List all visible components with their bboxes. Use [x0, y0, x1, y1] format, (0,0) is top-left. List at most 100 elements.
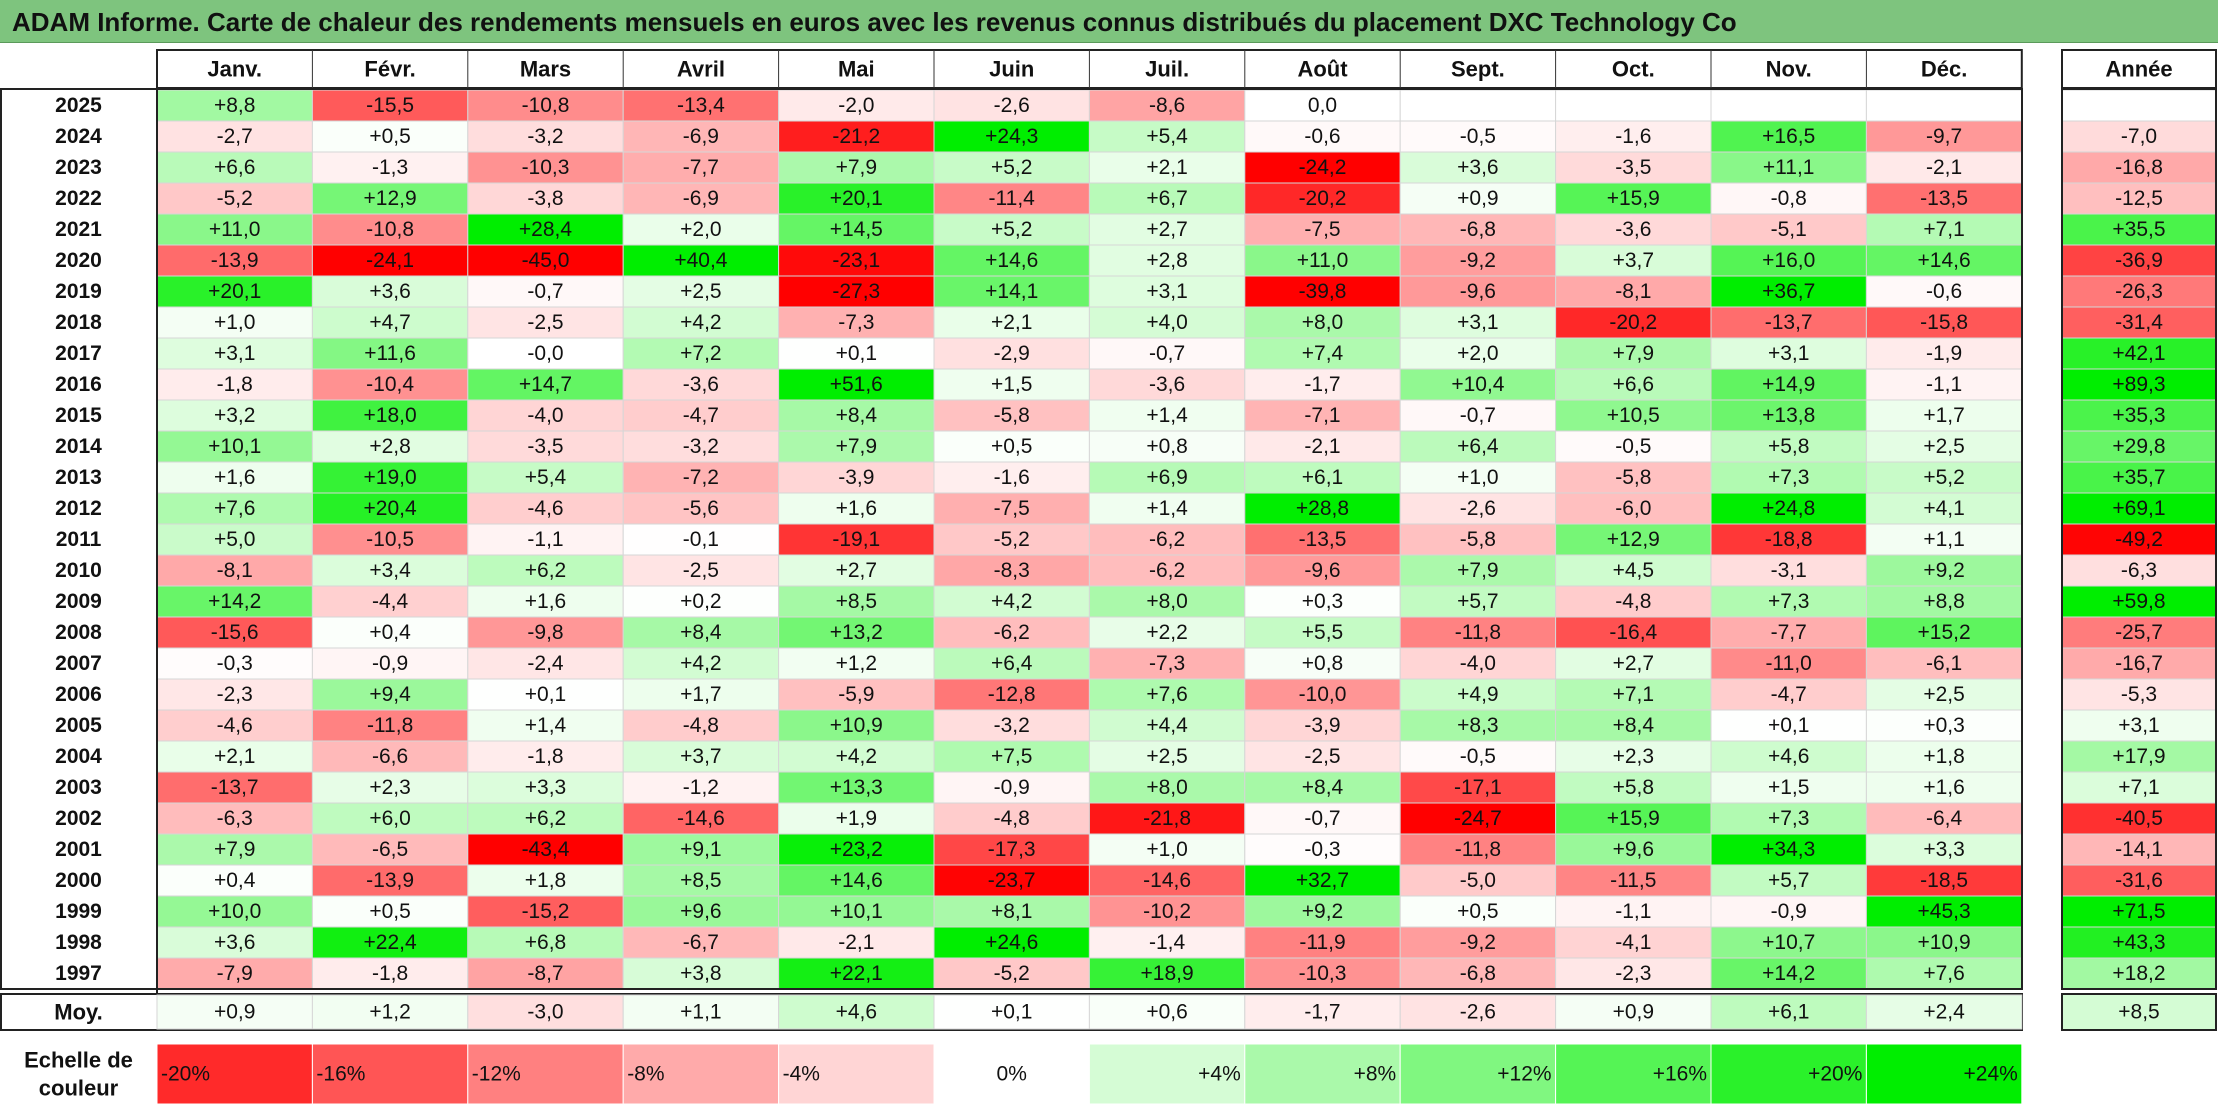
heatmap-cell-label: -5,6	[683, 497, 719, 520]
heatmap-cell-label: -2,6	[994, 94, 1030, 117]
heatmap-cell-label: -5,2	[994, 528, 1030, 551]
heatmap-cell	[622, 833, 780, 866]
heatmap-cell-label: +0,9	[1457, 187, 1498, 210]
color-scale-swatch	[311, 1043, 469, 1105]
heatmap-cell-label: +5,2	[1923, 466, 1964, 489]
color-scale-swatch	[1555, 1043, 1712, 1105]
heatmap-cell-label: -7,2	[683, 466, 719, 489]
heatmap-cell-label: -12,8	[988, 683, 1036, 706]
heatmap-cell	[933, 337, 1090, 370]
heatmap-cell-label: +1,9	[836, 807, 877, 830]
heatmap-cell	[467, 771, 624, 804]
heatmap-cell-label: +8,4	[680, 621, 722, 644]
row-year-label: 2007	[55, 652, 102, 675]
column-header-7: Juil.	[1145, 57, 1189, 82]
chart-title: ADAM Informe. Carte de chaleur des rende…	[12, 7, 1737, 37]
color-scale-stop-label: -12%	[472, 1063, 521, 1086]
heatmap-cell-label: +7,6	[1146, 683, 1187, 706]
heatmap-cell-label: +1,7	[680, 683, 721, 706]
heatmap-cell-label: -1,9	[1926, 342, 1962, 365]
annual-column-header: Année	[2105, 57, 2172, 82]
heatmap-cell	[1244, 957, 1401, 990]
heatmap-cell	[1088, 399, 1246, 432]
heatmap-cell-label: -9,8	[527, 621, 563, 644]
annual-header-box	[2061, 49, 2217, 89]
average-cell	[1865, 994, 2023, 1030]
heatmap-cell	[467, 492, 624, 525]
heatmap-cell	[1865, 740, 2023, 773]
heatmap-cell-label: +1,6	[214, 466, 255, 489]
average-cell-label: +2,4	[1923, 1001, 1965, 1024]
annual-cell	[2061, 89, 2217, 122]
color-scale-swatch	[622, 1043, 780, 1105]
heatmap-cell-label: +4,2	[836, 745, 877, 768]
heatmap-cell	[1555, 833, 1712, 866]
heatmap-cell-label: +1,4	[525, 714, 567, 737]
heatmap-cell-label: +16,0	[1762, 249, 1815, 272]
heatmap-cell-label: -7,7	[683, 156, 719, 179]
heatmap-cell	[467, 647, 624, 680]
heatmap-cell-label: +1,8	[1923, 745, 1964, 768]
heatmap-cell-label: +6,1	[1302, 466, 1343, 489]
heatmap-cell	[622, 771, 780, 804]
heatmap-cell-label: +8,0	[1302, 311, 1343, 334]
heatmap-cell	[1399, 957, 1557, 990]
heatmap-cell-label: +1,2	[836, 652, 877, 675]
heatmap-cell-label: +5,4	[1146, 125, 1188, 148]
heatmap-cell-label: +4,9	[1457, 683, 1498, 706]
heatmap-cell-label: -9,7	[1926, 125, 1962, 148]
heatmap-cell	[311, 647, 469, 680]
heatmap-cell-label: +0,2	[680, 590, 721, 613]
heatmap-cell	[1865, 337, 2023, 370]
heatmap-cell-label: +15,9	[1607, 187, 1660, 210]
heatmap-cell-label: -2,6	[1460, 497, 1496, 520]
heatmap-cell	[1710, 678, 1867, 711]
heatmap-cell-label: +2,8	[1146, 249, 1187, 272]
heatmap-cell-label: -0,8	[1771, 187, 1807, 210]
heatmap-cell-label: +1,6	[525, 590, 566, 613]
heatmap-cell-label: +24,6	[985, 931, 1038, 954]
heatmap-cell	[156, 802, 313, 835]
heatmap-cell-label: +4,1	[1923, 497, 1964, 520]
heatmap-cell-label: +3,1	[214, 342, 255, 365]
heatmap-cell-label: +1,8	[525, 869, 566, 892]
heatmap-cell-label: +7,3	[1768, 590, 1809, 613]
heatmap-cell	[156, 709, 313, 742]
heatmap-cell-label: +10,4	[1451, 373, 1504, 396]
heatmap-cell-label: -4,4	[372, 590, 409, 613]
heatmap-cell	[933, 306, 1090, 339]
heatmap-cell	[778, 430, 935, 463]
color-scale-label-line2: couleur	[39, 1076, 119, 1101]
annual-cell-label: +35,3	[2112, 404, 2165, 427]
heatmap-cell-label: -0,1	[683, 528, 719, 551]
heatmap-cell	[933, 430, 1090, 463]
heatmap-cell	[1244, 833, 1401, 866]
heatmap-cell	[1555, 368, 1712, 401]
heatmap-cell	[1244, 430, 1401, 463]
column-header-1: Janv.	[207, 57, 262, 82]
heatmap-cell	[778, 957, 935, 990]
heatmap-cell-label: +45,3	[1918, 900, 1971, 923]
heatmap-cell-label: +3,6	[214, 931, 255, 954]
heatmap-cell-label: -11,4	[989, 187, 1036, 210]
heatmap-cell-label: -2,0	[838, 94, 874, 117]
annual-cell-label: +7,1	[2118, 776, 2159, 799]
heatmap-cell-label: -5,0	[1460, 869, 1496, 892]
heatmap-cell-label: -1,6	[1615, 125, 1651, 148]
heatmap-cell	[1244, 306, 1401, 339]
heatmap-cell	[1865, 647, 2023, 680]
heatmap-cell-label: -15,2	[522, 900, 570, 923]
heatmap-cell	[622, 926, 780, 959]
heatmap-cell	[933, 771, 1090, 804]
heatmap-cell	[467, 368, 624, 401]
heatmap-cell-label: +1,0	[1146, 838, 1187, 861]
annual-cell-label: -16,7	[2115, 652, 2163, 675]
heatmap-cell	[1399, 430, 1557, 463]
heatmap-cell	[622, 89, 780, 122]
heatmap-cell-label: -0,6	[1304, 125, 1340, 148]
heatmap-cell	[1399, 151, 1557, 184]
heatmap-cell-label: -23,1	[832, 249, 880, 272]
heatmap-cell-label: +4,6	[1768, 745, 1809, 768]
heatmap-cell	[1088, 213, 1246, 246]
heatmap-cell-label: -1,1	[1615, 900, 1651, 923]
